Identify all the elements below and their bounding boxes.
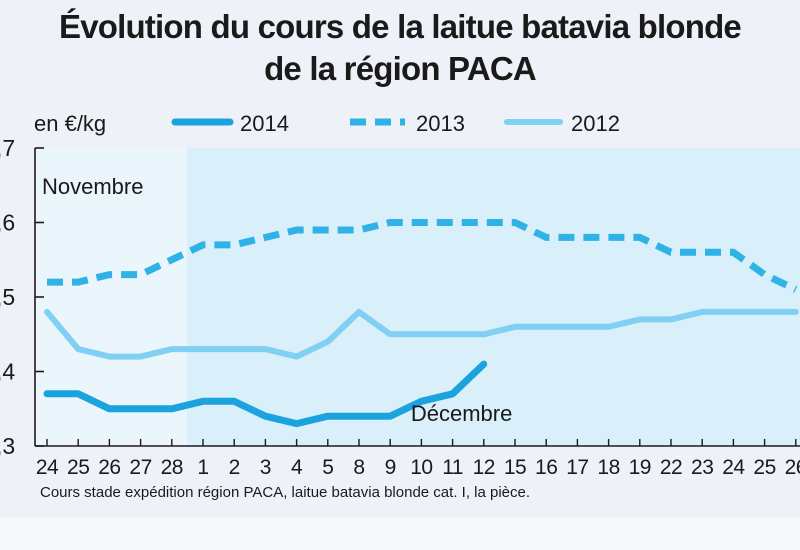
y-tick-label: ,6 [0,210,15,236]
title-line-1: Évolution du cours de la laitue batavia … [59,8,742,45]
y-tick-label: ,3 [0,433,15,459]
labels-layer: ,3,4,5,6,7242526272812345891011121516171… [0,135,800,479]
x-tick-label: 15 [504,456,526,479]
series-layer [43,219,799,428]
x-tick-label: 16 [535,456,557,479]
x-tick-label: 8 [353,456,364,479]
x-tick-label: 26 [785,456,800,479]
legend-label-2014: 2014 [240,111,289,136]
month-label-novembre: Novembre [42,174,143,199]
x-tick-label: 23 [691,456,713,479]
x-tick-label: 12 [473,456,495,479]
series-line-2014 [43,360,488,428]
x-tick-label: 11 [442,456,463,479]
chart-title: Évolution du cours de la laitue batavia … [0,6,800,90]
plot-background [187,148,800,446]
title-line-2: de la région PACA [264,50,537,87]
x-tick-label: 9 [385,456,396,479]
x-tick-label: 4 [291,456,303,479]
x-tick-label: 22 [660,456,682,479]
x-tick-label: 17 [566,456,588,479]
x-tick-label: 25 [753,456,775,479]
legend-label-2012: 2012 [571,111,620,136]
y-tick-label: ,7 [0,135,15,161]
y-tick-label: ,4 [0,359,15,385]
y-axis-unit-label: en €/kg [34,111,106,136]
x-tick-label: 24 [36,456,59,479]
month-label-decembre: Décembre [411,401,512,426]
legend: en €/kg 2014 2013 2012 [34,111,620,136]
line-chart: ,3,4,5,6,7242526272812345891011121516171… [0,111,800,479]
chart-caption: Cours stade expédition région PACA, lait… [40,484,531,501]
x-tick-label: 2 [229,456,240,479]
x-tick-label: 5 [322,456,333,479]
x-tick-label: 19 [629,456,651,479]
axes [34,147,800,447]
x-tick-label: 26 [98,456,120,479]
x-tick-label: 24 [722,456,745,479]
x-tick-label: 27 [129,456,151,479]
x-tick-label: 18 [597,456,619,479]
x-tick-label: 28 [161,456,183,479]
x-tick-label: 1 [197,456,208,479]
y-tick-label: ,5 [0,284,15,310]
series-line-2013 [47,219,798,293]
x-tick-label: 25 [67,456,89,479]
series-line-2012 [44,308,799,360]
x-tick-label: 3 [260,456,271,479]
bottom-band [0,518,800,550]
x-tick-label: 10 [410,456,432,479]
legend-label-2013: 2013 [416,111,465,136]
